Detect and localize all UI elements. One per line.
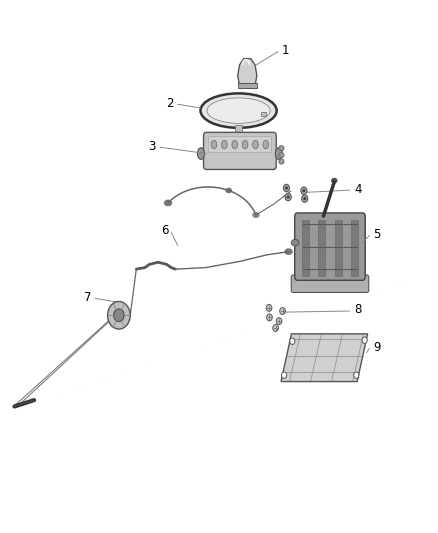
Text: 3: 3 (148, 140, 156, 152)
FancyBboxPatch shape (295, 213, 365, 280)
Ellipse shape (263, 140, 268, 149)
Bar (261, 112, 266, 116)
Ellipse shape (253, 213, 259, 217)
Ellipse shape (253, 140, 258, 149)
Ellipse shape (201, 93, 277, 128)
Bar (238, 83, 257, 88)
Ellipse shape (198, 148, 205, 159)
Text: 4: 4 (354, 183, 361, 196)
Text: 8: 8 (354, 303, 361, 317)
Circle shape (276, 318, 282, 325)
Ellipse shape (276, 148, 283, 159)
Ellipse shape (222, 140, 227, 149)
Circle shape (290, 338, 295, 344)
Text: 1: 1 (282, 44, 290, 56)
Ellipse shape (332, 179, 337, 183)
Circle shape (286, 187, 287, 189)
Circle shape (303, 190, 305, 192)
Circle shape (362, 337, 367, 343)
Text: 2: 2 (166, 96, 173, 110)
Bar (318, 220, 325, 276)
Ellipse shape (285, 249, 292, 254)
Ellipse shape (279, 146, 284, 151)
Ellipse shape (279, 159, 284, 164)
Ellipse shape (165, 200, 172, 206)
Circle shape (283, 184, 290, 192)
Ellipse shape (291, 239, 299, 246)
Text: 5: 5 (374, 228, 381, 241)
Circle shape (304, 198, 306, 200)
Circle shape (280, 308, 286, 314)
Circle shape (301, 187, 307, 195)
Bar (351, 220, 358, 276)
Text: 9: 9 (374, 341, 381, 354)
Circle shape (266, 304, 272, 311)
Circle shape (282, 372, 287, 378)
Circle shape (354, 372, 359, 378)
Ellipse shape (226, 188, 231, 192)
Circle shape (114, 309, 124, 321)
Ellipse shape (211, 140, 217, 149)
Circle shape (287, 196, 289, 198)
Circle shape (273, 325, 279, 332)
Circle shape (108, 302, 130, 329)
Text: 6: 6 (162, 224, 169, 237)
FancyBboxPatch shape (204, 132, 276, 169)
Text: 7: 7 (85, 291, 92, 304)
Circle shape (285, 193, 291, 201)
FancyBboxPatch shape (208, 136, 272, 152)
Bar (335, 220, 342, 276)
Ellipse shape (232, 140, 237, 149)
Bar (302, 220, 309, 276)
Circle shape (302, 195, 308, 203)
Ellipse shape (242, 140, 248, 149)
Bar (235, 125, 242, 133)
Polygon shape (281, 334, 367, 382)
FancyBboxPatch shape (291, 275, 369, 293)
Circle shape (267, 314, 272, 321)
Polygon shape (238, 59, 257, 85)
Ellipse shape (207, 98, 270, 123)
Ellipse shape (279, 152, 284, 158)
